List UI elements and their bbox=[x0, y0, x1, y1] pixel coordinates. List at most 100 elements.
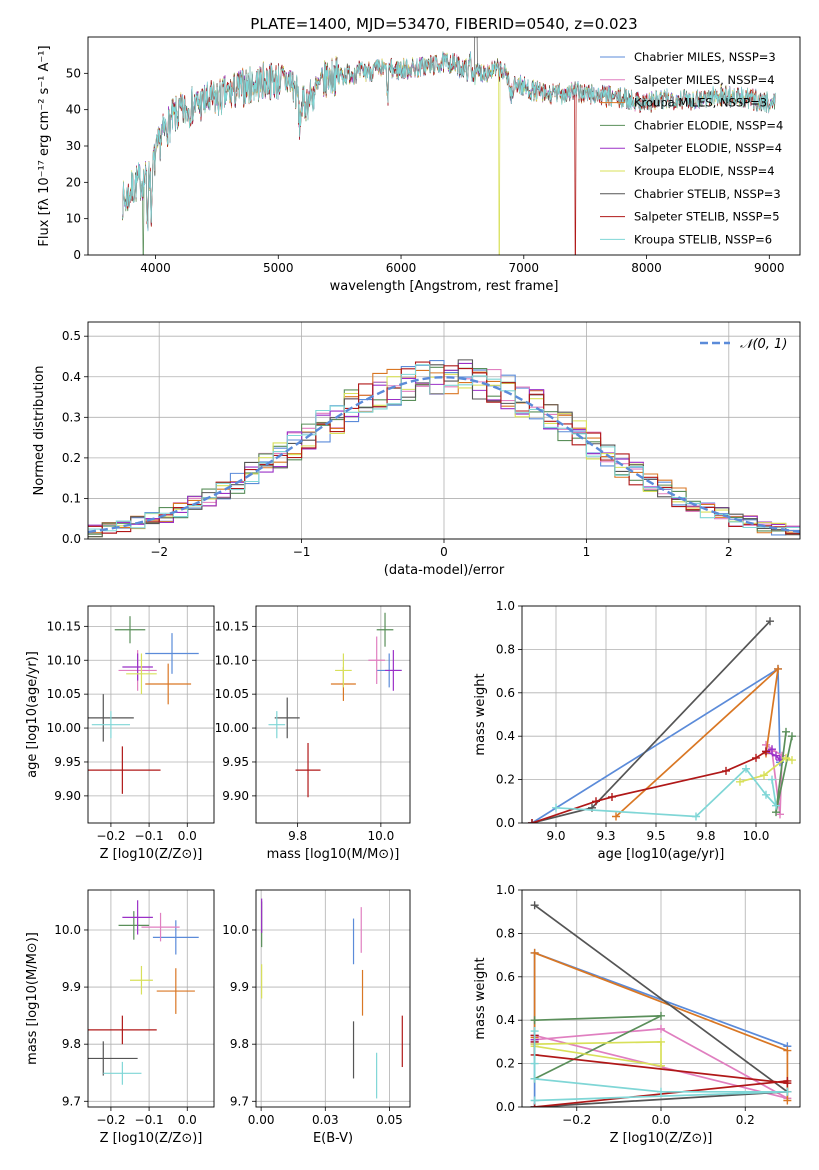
y-tick-label: 1.0 bbox=[496, 883, 515, 897]
errorbar-point bbox=[122, 653, 153, 681]
mass-weight-marker bbox=[783, 1046, 792, 1055]
y-tick-label: 10.05 bbox=[215, 687, 249, 701]
y-axis-label: mass weight bbox=[473, 957, 488, 1039]
errorbar-point bbox=[126, 653, 157, 695]
legend-entry: Salpeter STELIB, NSSP=5 bbox=[634, 210, 780, 224]
mass-weight-marker bbox=[552, 803, 560, 812]
legend-entry: Kroupa ELODIE, NSSP=4 bbox=[634, 164, 775, 178]
errorbar-point bbox=[114, 616, 146, 644]
legend-entry: 𝒩(0, 1) bbox=[740, 337, 787, 352]
y-tick-label: 10.10 bbox=[47, 653, 81, 667]
errorbar-point bbox=[91, 711, 130, 739]
mass-weight-marker bbox=[752, 753, 760, 762]
mass-weight-marker bbox=[736, 777, 744, 786]
mass-vs-z-panel: −0.2 −0.1 0.0 9.7 9.8 9.9 10.0 Z [log10(Z/Z⊙)] m… bbox=[25, 889, 215, 1146]
x-tick-label: 4000 bbox=[140, 261, 171, 275]
mass-weight-marker bbox=[772, 751, 780, 760]
x-tick-label: −0.2 bbox=[562, 1113, 591, 1127]
mass-weight-line bbox=[555, 767, 778, 818]
weight-vs-age-panel: 9.0 9.3 9.5 9.8 10.0 0.0 0.2 0.4 0.6 0.8 1.0 age [l… bbox=[473, 599, 801, 862]
weight-vs-z-panel: −0.2 0.0 0.2 0.0 0.2 0.4 0.6 0.8 1.0 Z [log10(Z/Z… bbox=[473, 883, 801, 1146]
x-tick-label: 0.0 bbox=[178, 829, 197, 843]
axes-frame bbox=[521, 889, 801, 1108]
x-axis-label: (data-model)/error bbox=[384, 563, 505, 578]
mass-weight-marker bbox=[760, 771, 768, 780]
mass-weight-marker bbox=[788, 732, 796, 741]
x-tick-label: 9.0 bbox=[546, 829, 565, 843]
y-tick-label: 10.00 bbox=[215, 721, 249, 735]
mass-weight-marker bbox=[774, 664, 782, 673]
x-tick-label: 5000 bbox=[263, 261, 294, 275]
mass-weight-marker bbox=[722, 766, 730, 775]
axes-frame bbox=[521, 605, 801, 824]
mass-weight-marker bbox=[768, 775, 776, 784]
axes-frame bbox=[87, 889, 215, 1108]
mass-weight-line bbox=[533, 1031, 788, 1102]
y-tick-label: 40 bbox=[66, 103, 81, 117]
x-axis-label: mass [log10(M/M⊙)] bbox=[267, 847, 400, 862]
x-tick-label: −0.1 bbox=[135, 1113, 164, 1127]
errorbar-point bbox=[385, 650, 402, 691]
y-tick-label: 10.05 bbox=[47, 687, 81, 701]
x-tick-label: 7000 bbox=[509, 261, 540, 275]
y-tick-label: 0.2 bbox=[62, 451, 81, 465]
mass-weight-marker bbox=[528, 819, 536, 823]
x-axis-label: Z [log10(Z/Z⊙)] bbox=[100, 1131, 203, 1146]
legend-entry: Salpeter MILES, NSSP=4 bbox=[634, 73, 775, 87]
x-tick-label: 10.0 bbox=[368, 829, 395, 843]
mass-weight-marker bbox=[762, 790, 770, 799]
y-tick-label: 9.90 bbox=[54, 789, 81, 803]
age-vs-mass-panel: 9.8 10.0 9.90 9.95 10.00 10.05 10.10 10.15 mass … bbox=[215, 605, 411, 862]
y-tick-label: 10.10 bbox=[215, 653, 249, 667]
y-tick-label: 0.3 bbox=[62, 410, 81, 424]
errorbar-point bbox=[88, 1041, 138, 1076]
y-tick-label: 0 bbox=[73, 248, 81, 262]
mass-weight-marker bbox=[783, 1079, 792, 1088]
y-tick-label: 9.8 bbox=[62, 1037, 81, 1051]
x-tick-label: 0.0 bbox=[651, 1113, 670, 1127]
errorbar-point bbox=[88, 1015, 157, 1045]
errorbar-point bbox=[130, 965, 153, 995]
mass-weight-marker bbox=[657, 1024, 665, 1033]
y-tick-label: 0.0 bbox=[496, 1100, 515, 1114]
errorbar-point bbox=[141, 912, 180, 942]
mass-weight-marker bbox=[692, 812, 700, 821]
y-tick-label: 9.9 bbox=[230, 980, 249, 994]
axes-frame bbox=[87, 36, 801, 256]
spectrum-legend: Chabrier MILES, NSSP=3 Salpeter MILES, NS… bbox=[600, 50, 783, 246]
y-tick-label: 9.90 bbox=[222, 789, 249, 803]
gaussian-curve bbox=[88, 375, 800, 534]
mass-weight-line bbox=[763, 748, 781, 761]
mass-weight-marker bbox=[657, 1037, 665, 1046]
x-axis-label: Z [log10(Z/Z⊙)] bbox=[610, 1131, 713, 1146]
y-tick-label: 10.15 bbox=[47, 619, 81, 633]
mass-weight-marker bbox=[530, 1059, 539, 1068]
y-tick-label: 0.4 bbox=[62, 370, 81, 384]
errorbar-point bbox=[145, 663, 192, 705]
y-tick-label: 0.8 bbox=[496, 926, 515, 940]
mass-weight-marker bbox=[592, 797, 600, 806]
mass-weight-marker bbox=[657, 1011, 665, 1020]
y-tick-label: 10.0 bbox=[54, 923, 81, 937]
spectrum-panel: 4000 5000 6000 7000 8000 9000 0 10 20 30 40 50 PLATE… bbox=[37, 15, 801, 294]
x-tick-label: 9000 bbox=[754, 261, 785, 275]
spectrum-series-line bbox=[122, 51, 776, 232]
x-tick-label: 0.0 bbox=[178, 1113, 197, 1127]
y-tick-label: 10.00 bbox=[47, 721, 81, 735]
mass-weight-line bbox=[534, 1041, 662, 1067]
legend-entry: Kroupa STELIB, NSSP=6 bbox=[634, 232, 772, 246]
spectrum-title: PLATE=1400, MJD=53470, FIBERID=0540, z=0… bbox=[250, 15, 637, 33]
x-tick-label: 0.00 bbox=[248, 1113, 275, 1127]
x-tick-label: −0.2 bbox=[96, 829, 125, 843]
y-tick-label: 20 bbox=[66, 175, 81, 189]
mass-weight-line bbox=[615, 666, 780, 818]
mass-vs-ebv-panel: 0.00 0.03 0.05 9.7 9.8 9.9 10.0 E(B-V) bbox=[222, 889, 411, 1146]
y-tick-label: 10.15 bbox=[215, 619, 249, 633]
errorbar-point bbox=[368, 636, 386, 684]
axes-frame bbox=[87, 605, 215, 824]
mass-weight-marker bbox=[782, 753, 790, 762]
mass-weight-marker bbox=[762, 747, 770, 756]
y-tick-label: 0.0 bbox=[62, 532, 81, 546]
mass-weight-marker bbox=[530, 1027, 539, 1036]
